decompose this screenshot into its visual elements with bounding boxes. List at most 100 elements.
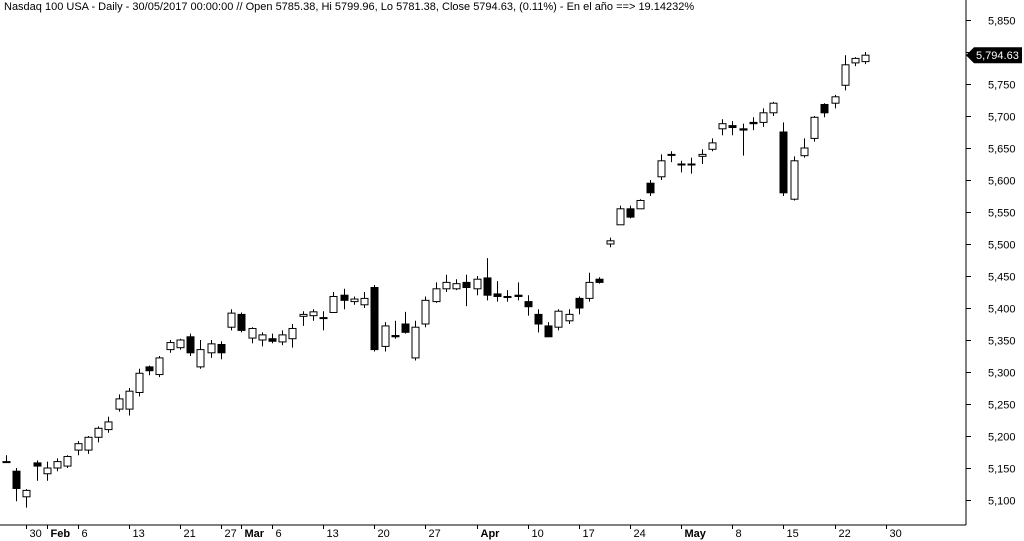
- price-tick-label: 5,750: [988, 80, 1016, 92]
- time-tick-label: 24: [634, 528, 646, 540]
- low-label: Lo: [380, 1, 394, 13]
- candle-body-up: [350, 298, 359, 303]
- candle-body-down: [575, 297, 584, 309]
- candle-body-down: [820, 103, 829, 114]
- candle: [207, 340, 216, 358]
- candle: [53, 458, 62, 472]
- candle-body-up: [769, 102, 778, 114]
- time-tick-label: 30: [890, 528, 902, 540]
- candle-body-down: [268, 338, 277, 342]
- candle-body-down: [12, 470, 21, 489]
- candle: [595, 277, 604, 284]
- candle-body-up: [299, 313, 308, 317]
- candle: [329, 292, 338, 313]
- candle: [411, 320, 420, 361]
- candles-layer: [2, 52, 870, 508]
- candle-body-up: [207, 343, 216, 354]
- candle-body-down: [646, 182, 655, 194]
- candle-body-up: [442, 281, 451, 290]
- candle: [125, 388, 134, 416]
- candle-body-up: [2, 461, 11, 464]
- candle-body-down: [370, 287, 379, 351]
- price-tick-label: 5,350: [988, 336, 1016, 348]
- time-axis[interactable]: 30 Feb 6 13 21 27 Mar 6 13 20 27 Apr 10 17 24 May 8 15 22 3…: [26, 525, 902, 540]
- candle-body-up: [125, 390, 134, 410]
- low-value: 5781.38: [396, 1, 436, 13]
- price-tick-label: 5,500: [988, 240, 1016, 252]
- candle: [309, 309, 318, 321]
- candle: [268, 333, 277, 344]
- candle: [12, 468, 21, 502]
- candle-body-up: [473, 278, 482, 290]
- candle-body-up: [790, 160, 799, 200]
- time-tick-label: 6: [276, 528, 282, 540]
- candle: [381, 322, 390, 352]
- candle: [667, 151, 676, 163]
- candle-body-up: [708, 142, 717, 150]
- candle: [790, 156, 799, 201]
- candle-body-down: [237, 313, 246, 331]
- candle: [585, 272, 594, 302]
- candle-body-down: [626, 208, 635, 218]
- candle-body-down: [524, 301, 533, 308]
- candle-body-down: [595, 278, 604, 283]
- candle: [554, 309, 563, 331]
- candle: [524, 295, 533, 316]
- candle: [248, 327, 257, 344]
- ytd-label: En el año ==>: [566, 1, 636, 13]
- instrument-name: Nasdaq 100 USA: [4, 1, 89, 13]
- candle: [483, 258, 492, 301]
- candle: [155, 356, 164, 378]
- candle: [831, 94, 840, 109]
- candle: [401, 311, 410, 334]
- candle: [421, 296, 430, 328]
- candle: [391, 320, 400, 339]
- candle-body-up: [155, 357, 164, 376]
- candle-body-up: [278, 334, 287, 343]
- time-tick-label: 17: [583, 528, 595, 540]
- candle: [33, 460, 42, 481]
- candle: [288, 324, 297, 348]
- candle-body-up: [115, 398, 124, 410]
- candle: [698, 149, 707, 164]
- candle: [800, 138, 809, 158]
- price-tick-label: 5,450: [988, 272, 1016, 284]
- last-price-label: 5,794.63: [976, 50, 1019, 62]
- candle-body-down: [493, 293, 502, 297]
- candle: [2, 455, 11, 464]
- candle: [728, 121, 737, 136]
- candle: [462, 274, 471, 307]
- close-value: 5794.63: [473, 1, 513, 13]
- candle: [43, 461, 52, 481]
- candle-body-up: [831, 96, 840, 104]
- candle-body-up: [288, 327, 297, 340]
- candle-body-up: [43, 467, 52, 475]
- candle-body-down: [401, 323, 410, 333]
- price-tick-label: 5,850: [988, 16, 1016, 28]
- time-tick-label: Apr: [481, 528, 501, 540]
- candle-body-up: [657, 160, 666, 178]
- candle: [575, 296, 584, 315]
- candle-body-up: [677, 163, 686, 166]
- candle-body-down: [483, 277, 492, 296]
- candle-body-up: [381, 325, 390, 347]
- candle: [104, 416, 113, 433]
- candle: [544, 322, 553, 338]
- candle-body-down: [391, 335, 400, 338]
- candle-body-up: [851, 57, 860, 64]
- candle: [63, 455, 72, 468]
- candle: [851, 57, 860, 67]
- candle: [452, 279, 461, 291]
- candle-body-up: [841, 64, 850, 86]
- time-tick-label: 13: [327, 528, 339, 540]
- candle: [432, 282, 441, 303]
- candle-body-down: [462, 281, 471, 289]
- price-axis[interactable]: 5,100 5,150 5,200 5,250 5,300 5,350 5,400 5,450…: [966, 16, 1016, 508]
- candle-body-up: [309, 311, 318, 317]
- candle: [708, 138, 717, 152]
- candle-body-up: [606, 240, 615, 245]
- chart-header: Nasdaq 100 USA - Daily - 30/05/2017 00:0…: [4, 1, 695, 13]
- candle: [227, 309, 236, 331]
- time-tick-label: 22: [839, 528, 851, 540]
